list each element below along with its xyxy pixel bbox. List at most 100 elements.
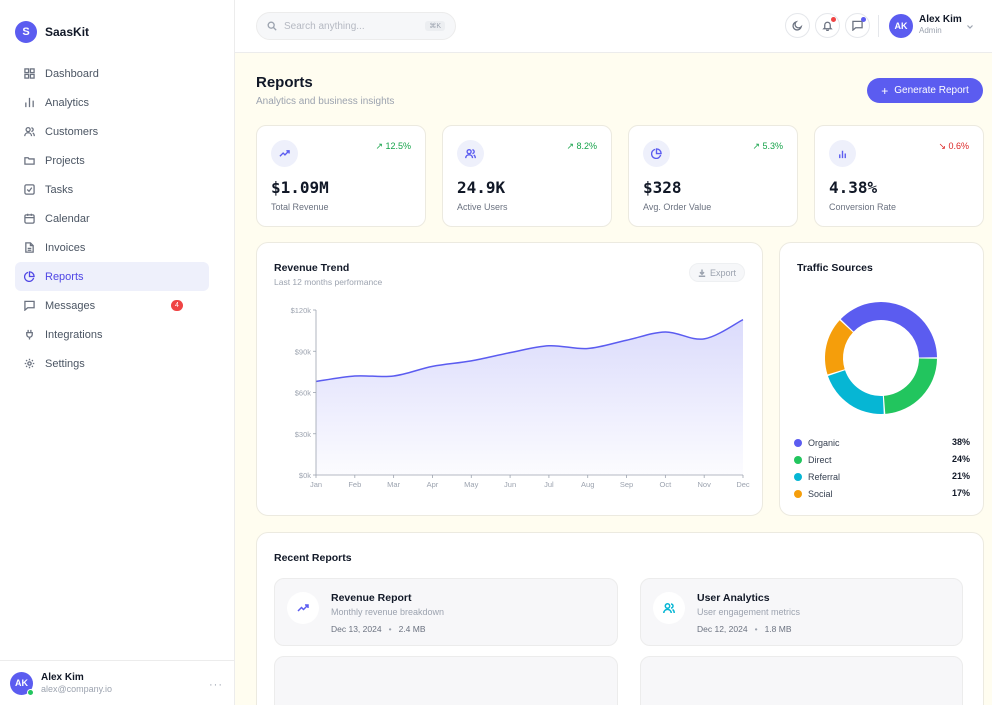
chevron-down-icon[interactable] (966, 23, 974, 31)
sidebar-item-projects[interactable]: Projects (15, 146, 209, 175)
stat-value: 24.9K (457, 178, 506, 197)
messages-button[interactable] (845, 13, 870, 38)
report-meta: Dec 12, 2024 • 1.8 MB (697, 624, 792, 634)
card-title: Revenue Trend (274, 262, 350, 274)
x-tick-label: Jul (544, 480, 554, 489)
folder-icon (24, 157, 35, 165)
stat-value: $1.09M (271, 178, 329, 197)
more-options-icon[interactable]: ··· (209, 679, 223, 691)
theme-toggle-button[interactable] (785, 13, 810, 38)
avatar[interactable]: AK (889, 14, 913, 38)
x-tick-label: Mar (387, 480, 400, 489)
series-line (315, 318, 744, 383)
donut-slice-social (825, 320, 853, 375)
trending-up-icon (271, 140, 298, 167)
x-tick-label: Aug (581, 480, 594, 489)
report-size: 2.4 MB (398, 624, 426, 634)
report-date: Dec 13, 2024 (331, 624, 382, 634)
x-tick-label: Feb (348, 480, 361, 489)
sidebar-item-tasks[interactable]: Tasks (15, 175, 209, 204)
page-subtitle: Analytics and business insights (256, 96, 395, 107)
legend-item-social: Social 17% (794, 487, 970, 501)
sidebar-item-analytics[interactable]: Analytics (15, 88, 209, 117)
sidebar-item-label: Invoices (45, 241, 86, 254)
x-tick-label: May (464, 480, 478, 489)
bar-chart-icon (829, 140, 856, 167)
y-tick-label: $0k (299, 471, 311, 480)
sidebar-item-label: Integrations (45, 328, 103, 341)
x-tick-label: Sep (620, 480, 633, 489)
report-item-revenue[interactable]: Revenue Report Monthly revenue breakdown… (274, 578, 618, 646)
card-title: Recent Reports (274, 552, 352, 564)
legend-item-referral: Referral 21% (794, 470, 970, 484)
legend-item-organic: Organic 38% (794, 436, 970, 450)
donut-slice-organic (840, 302, 937, 358)
export-button[interactable]: Export (689, 263, 745, 282)
messages-count-badge: 4 (171, 300, 183, 311)
sidebar-item-settings[interactable]: Settings (15, 349, 209, 378)
traffic-sources-card: Traffic Sources Organic 38% Direct 24% R… (779, 242, 984, 516)
plug-icon (26, 329, 33, 340)
search-shortcut: ⌘K (425, 21, 445, 31)
search-input[interactable] (284, 20, 424, 32)
brand[interactable]: S SaasKit (15, 21, 89, 43)
x-tick-label: Nov (698, 480, 712, 489)
sidebar-item-label: Calendar (45, 212, 90, 225)
search-icon (267, 21, 277, 31)
area-fill (316, 319, 743, 475)
generate-report-button[interactable]: + Generate Report (867, 78, 983, 103)
sidebar-item-calendar[interactable]: Calendar (15, 204, 209, 233)
y-tick-label: $30k (295, 430, 312, 439)
notification-dot (831, 17, 836, 22)
calendar-icon (24, 213, 35, 224)
bell-icon (822, 21, 833, 31)
card-title: Traffic Sources (797, 262, 873, 274)
grid-icon (24, 68, 35, 79)
search-box[interactable]: ⌘K (256, 12, 456, 40)
legend-label: Referral (808, 472, 841, 482)
bar-chart-icon (25, 97, 34, 108)
stat-value: $328 (643, 178, 682, 197)
sidebar-item-customers[interactable]: Customers (15, 117, 209, 146)
legend-label: Direct (808, 455, 832, 465)
report-item-user-analytics[interactable]: User Analytics User engagement metrics D… (640, 578, 963, 646)
page-title: Reports (256, 74, 313, 91)
y-tick-label: $120k (291, 306, 312, 315)
sidebar-item-invoices[interactable]: Invoices (15, 233, 209, 262)
revenue-trend-card: Revenue Trend Last 12 months performance… (256, 242, 763, 516)
sidebar-item-label: Reports (45, 270, 84, 283)
sidebar-item-label: Tasks (45, 183, 74, 196)
users-icon (653, 592, 685, 624)
sidebar-item-dashboard[interactable]: Dashboard (15, 59, 209, 88)
sidebar-item-reports[interactable]: Reports (15, 262, 209, 291)
sidebar-item-integrations[interactable]: Integrations (15, 320, 209, 349)
stat-label: Total Revenue (271, 202, 329, 212)
report-name: User Analytics (697, 592, 770, 604)
report-date: Dec 12, 2024 (697, 624, 748, 634)
stat-label: Avg. Order Value (643, 202, 712, 212)
stat-label: Conversion Rate (829, 202, 897, 212)
sidebar-item-label: Dashboard (45, 67, 99, 80)
sidebar-user-card[interactable]: AK Alex Kim alex@company.io ··· (0, 660, 235, 705)
report-description: Monthly revenue breakdown (331, 607, 445, 617)
sidebar-item-label: Customers (45, 125, 99, 138)
legend-item-direct: Direct 24% (794, 453, 970, 467)
legend-dot (794, 456, 802, 464)
users-icon (457, 140, 484, 167)
notifications-button[interactable] (815, 13, 840, 38)
avatar-initials: AK (15, 678, 28, 688)
user-email: alex@company.io (41, 684, 113, 694)
donut-slice-direct (883, 358, 937, 414)
users-icon (24, 127, 35, 137)
revenue-area-chart: $0k $30k $60k $90k $120k Jan Feb Mar Apr May Jun Ju… (291, 306, 750, 489)
x-tick-label: Apr (427, 480, 439, 489)
report-description: User engagement metrics (697, 607, 801, 617)
x-tick-label: Jan (310, 480, 322, 489)
pie-chart-icon (24, 271, 35, 282)
report-item-partial[interactable] (640, 656, 963, 705)
user-role: Admin (919, 26, 942, 35)
user-menu[interactable]: Alex Kim Admin (919, 14, 962, 35)
stat-card-conversion-rate: ↘ 0.6% 4.38% Conversion Rate (814, 125, 984, 227)
sidebar-item-messages[interactable]: Messages 4 (15, 291, 209, 320)
report-item-partial[interactable] (274, 656, 618, 705)
